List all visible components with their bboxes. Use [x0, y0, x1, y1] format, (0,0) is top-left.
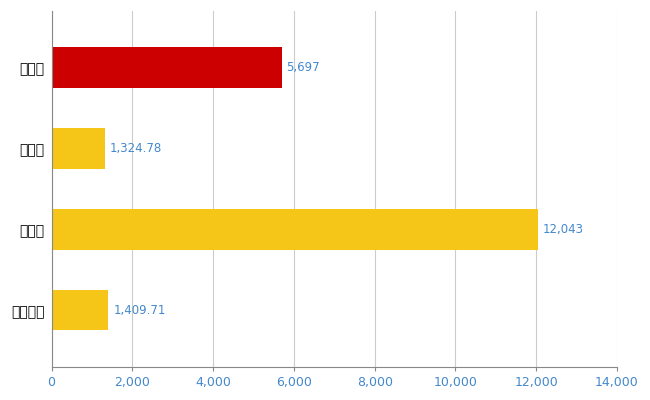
- Text: 1,324.78: 1,324.78: [110, 142, 162, 155]
- Bar: [51, 48, 281, 88]
- Text: 5,697: 5,697: [287, 61, 320, 74]
- Text: 12,043: 12,043: [543, 223, 584, 236]
- Bar: [51, 128, 105, 169]
- Text: 1,409.71: 1,409.71: [113, 304, 166, 317]
- Bar: [51, 290, 109, 330]
- Bar: [51, 209, 538, 250]
